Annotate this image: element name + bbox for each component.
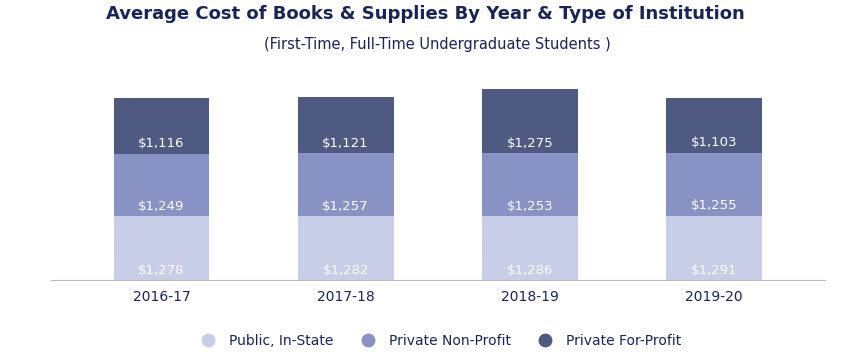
Bar xyxy=(666,216,762,280)
Bar xyxy=(298,153,394,216)
Bar xyxy=(666,153,762,216)
Bar xyxy=(114,154,209,217)
Bar xyxy=(298,216,394,280)
Text: $1,286: $1,286 xyxy=(507,264,553,277)
Bar xyxy=(298,97,394,153)
Text: $1,116: $1,116 xyxy=(139,137,184,151)
Text: $1,278: $1,278 xyxy=(139,264,184,277)
Text: $1,291: $1,291 xyxy=(691,264,737,277)
Text: $1,253: $1,253 xyxy=(507,200,553,213)
Text: $1,257: $1,257 xyxy=(322,200,369,213)
Bar xyxy=(482,153,578,216)
Bar xyxy=(666,98,762,153)
Text: $1,249: $1,249 xyxy=(139,200,184,213)
Bar xyxy=(114,217,209,280)
Bar xyxy=(482,89,578,153)
Bar xyxy=(114,98,209,154)
Text: $1,121: $1,121 xyxy=(322,137,369,150)
Legend: Public, In-State, Private Non-Profit, Private For-Profit: Public, In-State, Private Non-Profit, Pr… xyxy=(189,328,687,353)
Text: $1,282: $1,282 xyxy=(322,264,369,277)
Text: $1,255: $1,255 xyxy=(691,199,737,212)
Title: (First-Time, Full-Time Undergraduate Students ): (First-Time, Full-Time Undergraduate Stu… xyxy=(264,38,611,53)
Text: $1,275: $1,275 xyxy=(507,137,553,150)
Bar xyxy=(482,216,578,280)
Text: Average Cost of Books & Supplies By Year & Type of Institution: Average Cost of Books & Supplies By Year… xyxy=(105,5,745,23)
Text: $1,103: $1,103 xyxy=(691,136,737,149)
